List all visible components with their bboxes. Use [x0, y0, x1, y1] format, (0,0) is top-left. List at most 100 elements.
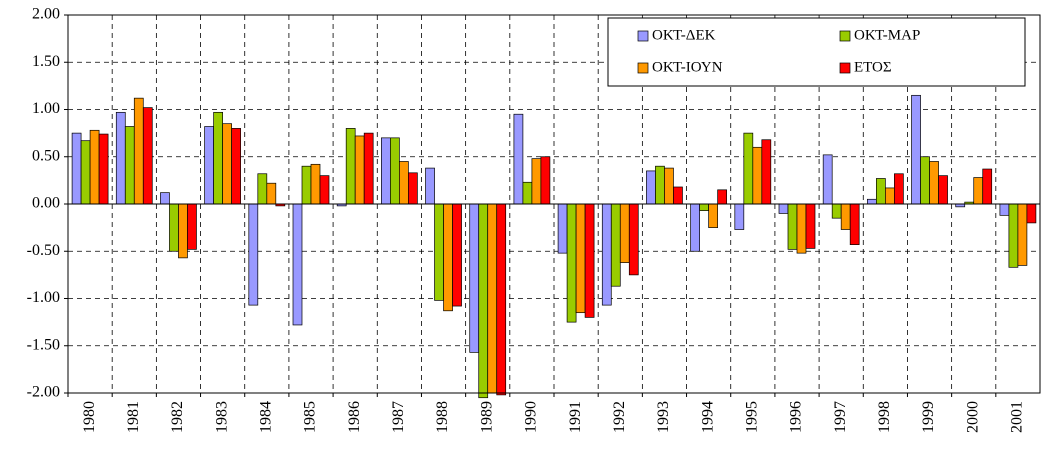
y-tick-label: 0.00	[32, 195, 60, 212]
bar	[805, 203, 816, 249]
y-tick-label: 0.50	[32, 147, 60, 164]
bar	[354, 135, 365, 205]
bar	[187, 203, 197, 250]
bar	[673, 186, 683, 205]
bar	[566, 203, 577, 323]
legend-swatch	[637, 30, 649, 42]
x-tick-label: 2001	[1009, 401, 1026, 433]
legend-swatch	[839, 30, 851, 42]
legend-box	[607, 17, 1026, 87]
x-tick-label: 1991	[567, 401, 584, 433]
bar	[610, 203, 621, 287]
bar	[204, 126, 214, 205]
bar	[664, 167, 674, 205]
bar	[231, 128, 241, 205]
x-tick-label: 1982	[169, 401, 186, 433]
legend-swatch	[637, 62, 649, 74]
bar	[98, 133, 109, 205]
bar	[142, 107, 153, 205]
bar	[752, 146, 763, 205]
x-tick-label: 1986	[346, 401, 363, 433]
x-tick-label: 1990	[523, 401, 540, 433]
bar	[575, 203, 586, 314]
bar	[831, 203, 842, 219]
bar	[796, 203, 807, 254]
bar	[160, 192, 170, 205]
bar	[699, 203, 709, 211]
legend-label: ΟΚΤ-ΜΑΡ	[854, 27, 920, 43]
bar	[496, 203, 507, 396]
bar	[487, 203, 498, 394]
bar	[557, 203, 568, 254]
bar	[761, 139, 772, 205]
bar	[89, 129, 100, 205]
bar	[292, 203, 303, 326]
bar	[655, 165, 665, 205]
plot-border	[67, 14, 1041, 394]
bar	[619, 203, 630, 263]
bar	[213, 111, 223, 205]
bar	[469, 203, 480, 353]
y-tick-label: 1.00	[32, 100, 60, 117]
bar	[778, 203, 789, 214]
bar	[522, 181, 533, 205]
x-tick-label: 1983	[213, 401, 230, 433]
y-tick-label: 1.50	[32, 53, 60, 70]
y-tick-label: -1.50	[27, 336, 60, 353]
bar	[849, 203, 860, 245]
y-tick-label: -2.00	[27, 384, 60, 401]
bar	[973, 177, 984, 205]
bar	[540, 156, 551, 205]
bar	[894, 173, 904, 205]
x-tick-label: 2000	[964, 401, 981, 433]
bar	[115, 111, 126, 205]
bar	[266, 182, 277, 205]
x-tick-label: 1985	[302, 401, 319, 433]
bar	[1026, 203, 1037, 224]
bar	[531, 158, 542, 205]
bar	[434, 203, 444, 301]
x-tick-label: 1998	[876, 401, 893, 433]
x-tick-label: 1996	[788, 401, 805, 433]
x-tick-label: 1987	[390, 401, 407, 433]
bar	[787, 203, 798, 250]
bar	[911, 94, 921, 205]
y-tick-label: -0.50	[27, 242, 60, 259]
bar	[929, 161, 939, 205]
bar	[363, 132, 374, 205]
bar	[133, 97, 144, 205]
bar	[178, 203, 188, 259]
bar	[443, 203, 453, 312]
bar	[584, 203, 595, 318]
x-tick-label: 1995	[743, 401, 760, 433]
bar	[1017, 203, 1028, 266]
legend-label: ΕΤΟΣ	[854, 59, 892, 75]
x-tick-label: 1999	[920, 401, 937, 433]
bar	[390, 137, 400, 205]
bar	[628, 203, 639, 276]
bar	[257, 173, 268, 205]
x-tick-label: 1989	[478, 401, 495, 433]
bar	[982, 168, 993, 205]
bar	[301, 165, 312, 205]
y-tick-label: 2.00	[32, 6, 60, 23]
bar	[999, 203, 1010, 216]
bar	[920, 156, 930, 205]
x-tick-label: 1980	[81, 401, 98, 433]
legend-label: ΟΚΤ-ΔΕΚ	[652, 27, 716, 43]
bar	[1008, 203, 1019, 268]
bar	[80, 140, 91, 205]
bar	[71, 132, 82, 205]
bar	[399, 161, 409, 205]
x-tick-label: 1994	[699, 401, 716, 433]
bar	[425, 167, 435, 205]
x-tick-label: 1984	[257, 401, 274, 433]
bar	[822, 154, 833, 205]
bar	[319, 175, 330, 205]
bar	[248, 203, 259, 306]
bar	[885, 187, 895, 205]
x-tick-label: 1997	[832, 401, 849, 433]
bar	[717, 189, 727, 205]
bar	[867, 198, 877, 205]
